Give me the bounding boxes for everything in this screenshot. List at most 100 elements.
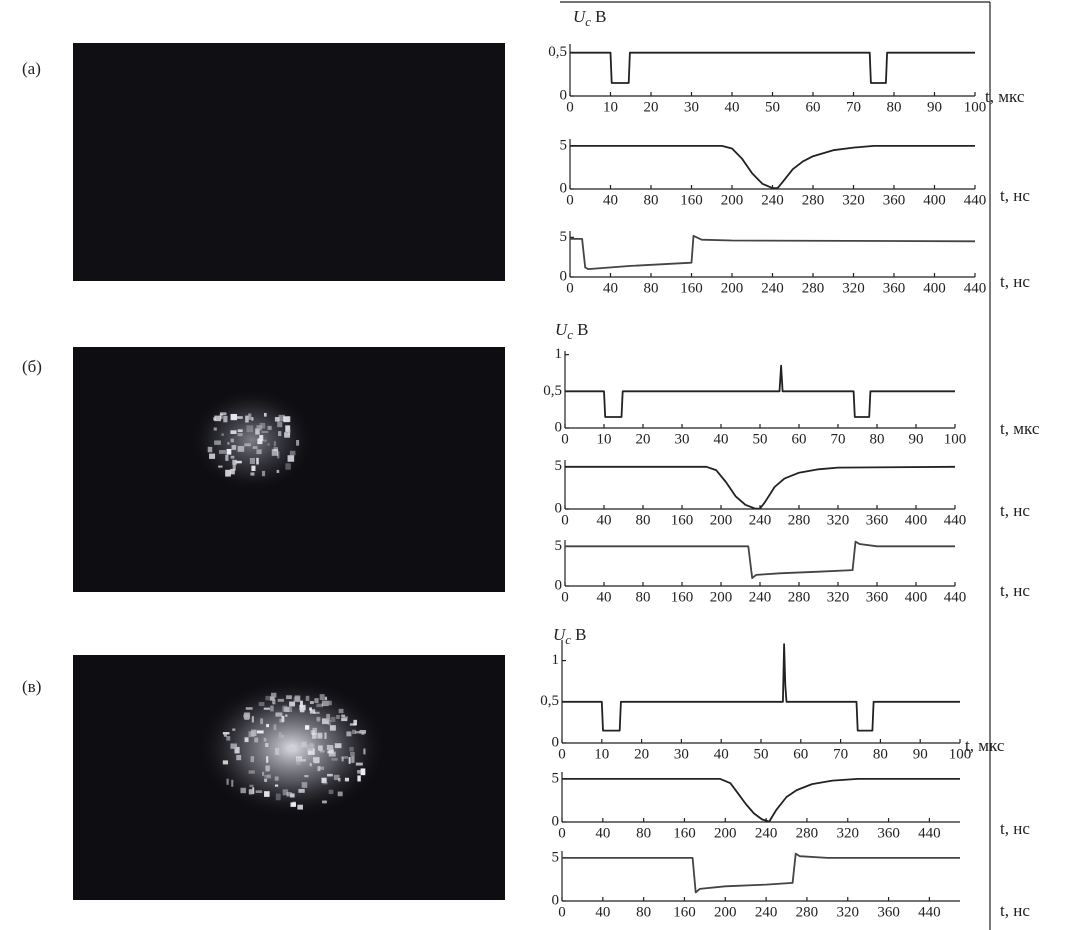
speckle (330, 717, 335, 722)
speckle (276, 794, 281, 801)
x-tick-label: 40 (597, 512, 612, 528)
speckle (257, 730, 264, 733)
y-axis-label: UcВ (555, 320, 588, 342)
x-tick-label: 440 (944, 589, 967, 605)
speckle (264, 738, 267, 742)
x-tick-label: 200 (714, 825, 737, 841)
figure: (а) (б) (в) 010203040506070809010000,5t,… (0, 0, 1075, 930)
speckle (252, 787, 254, 794)
x-tick-label: 440 (944, 512, 967, 528)
speckle (353, 720, 357, 725)
speckle (224, 734, 227, 736)
x-tick-label: 160 (671, 589, 694, 605)
x-tick-label: 0 (558, 746, 566, 762)
speckle (304, 775, 308, 777)
x-tick-label: 90 (927, 99, 942, 115)
speckle (253, 446, 258, 449)
x-axis-label: t, нс (1000, 581, 1030, 600)
y-axis-label: UcВ (553, 625, 586, 647)
x-tick-label: 200 (721, 280, 744, 296)
x-tick-label: 40 (714, 431, 729, 447)
x-tick-label: 240 (761, 192, 784, 208)
x-tick-label: 360 (883, 192, 906, 208)
speckle (318, 745, 323, 750)
speckle (223, 732, 230, 734)
x-tick-label: 160 (673, 904, 696, 920)
speckle (284, 432, 290, 438)
speckle (249, 785, 253, 787)
speckle (238, 433, 243, 436)
speckle (310, 763, 312, 766)
panel-label: (в) (22, 677, 41, 696)
panel-label: (а) (22, 59, 41, 78)
x-tick-label: 280 (788, 512, 811, 528)
speckle (286, 792, 291, 797)
speckle (274, 724, 277, 730)
speckle (288, 455, 295, 462)
y-tick-label: 0 (552, 892, 560, 908)
speckle (274, 441, 276, 446)
speckle (214, 428, 217, 431)
speckle (314, 698, 318, 703)
speckle (262, 772, 264, 776)
speckle (225, 455, 228, 461)
speckle (302, 782, 308, 788)
x-tick-label: 40 (597, 589, 612, 605)
panel-label: (б) (22, 357, 42, 376)
speckle (264, 779, 267, 782)
x-tick-label: 440 (918, 904, 941, 920)
speckle (231, 414, 237, 420)
x-tick-label: 400 (905, 589, 928, 605)
speckle (302, 759, 306, 761)
speckle (246, 425, 253, 432)
speckle (227, 442, 229, 444)
x-tick-label: 80 (636, 904, 651, 920)
speckle (263, 440, 267, 442)
trace (565, 366, 955, 417)
x-tick-label: 320 (842, 192, 865, 208)
x-tick-label: 240 (749, 589, 772, 605)
speckle (286, 695, 292, 699)
trace (562, 854, 960, 893)
speckle (345, 778, 349, 782)
x-tick-label: 360 (877, 825, 900, 841)
photo (73, 43, 505, 281)
x-tick-label: 440 (918, 825, 941, 841)
x-tick-label: 0 (558, 904, 566, 920)
x-tick-label: 90 (913, 746, 928, 762)
y-label-part: В (595, 7, 606, 26)
speckle (355, 731, 360, 733)
speckle (326, 714, 330, 721)
speckle (310, 701, 314, 704)
x-tick-label: 40 (714, 746, 729, 762)
speckle (327, 751, 333, 753)
speckle (279, 732, 282, 738)
speckle (357, 775, 360, 781)
y-tick-label: 5 (552, 770, 560, 786)
x-tick-label: 440 (964, 280, 987, 296)
speckle (327, 745, 333, 750)
x-tick-label: 40 (725, 99, 740, 115)
x-tick-label: 80 (644, 192, 659, 208)
speckle (305, 725, 309, 729)
speckle (339, 709, 344, 713)
speckle (264, 413, 267, 417)
speckle (209, 454, 215, 459)
x-tick-label: 60 (793, 746, 808, 762)
x-tick-label: 240 (749, 512, 772, 528)
speckle (272, 449, 278, 456)
speckle (301, 742, 306, 748)
x-tick-label: 200 (710, 512, 733, 528)
speckle (285, 463, 290, 469)
speckle (277, 421, 282, 427)
speckle (300, 707, 305, 712)
speckle (223, 760, 228, 764)
x-tick-label: 160 (680, 280, 703, 296)
x-tick-label: 70 (831, 431, 846, 447)
x-tick-label: 50 (754, 746, 769, 762)
speckle (251, 417, 253, 420)
speckle (267, 775, 271, 779)
speckle (275, 776, 279, 780)
speckle (320, 750, 325, 752)
speckle (252, 716, 254, 722)
